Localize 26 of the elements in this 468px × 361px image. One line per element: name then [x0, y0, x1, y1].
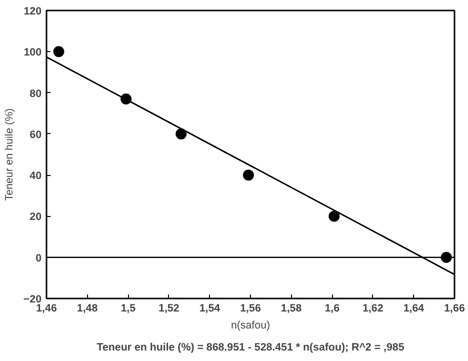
- point: [328, 210, 340, 222]
- x-tick-label: 1,64: [403, 302, 424, 314]
- x-tick-label: 1,58: [280, 302, 302, 314]
- point: [53, 46, 64, 58]
- y-tick-label: 100: [24, 46, 42, 59]
- y-tick-label: −20: [23, 294, 42, 306]
- y-tick-label: 80: [30, 88, 42, 100]
- x-tick-label: 1,62: [362, 302, 384, 314]
- x-tick-label: 1,52: [158, 302, 180, 314]
- x-tick-label: 1,5: [120, 302, 136, 314]
- x-tick-label: 1,48: [76, 302, 98, 314]
- x-axis-title: n(safou): [230, 320, 270, 332]
- x-tick-label: 1,66: [444, 302, 465, 314]
- y-axis-title: Teneur en huile (%): [3, 108, 16, 201]
- y-tick-label: 120: [24, 6, 42, 18]
- point: [242, 170, 254, 181]
- point: [176, 128, 187, 140]
- y-tick-label: 40: [30, 170, 42, 182]
- x-tick-label: 1,46: [36, 302, 57, 314]
- text: Teneur en huile (%) = 868.951 - 528.451 * n(safou); R^2 = ,985: [96, 342, 404, 354]
- x-tick-label: 1,54: [199, 302, 220, 314]
- y-tick-label: 60: [30, 128, 42, 141]
- x-tick-label: 1,6: [324, 302, 340, 314]
- x-tick-label: 1,56: [240, 302, 261, 314]
- y-tick-label: 0: [36, 252, 42, 264]
- y-tick-label: 20: [30, 211, 42, 224]
